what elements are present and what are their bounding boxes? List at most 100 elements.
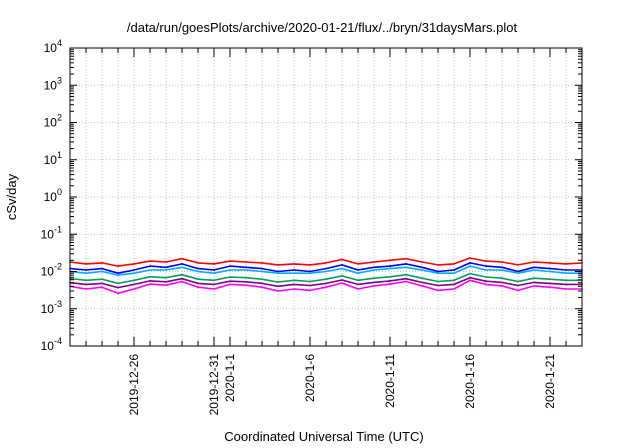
series-4-point xyxy=(549,278,551,281)
series-3-point xyxy=(197,270,199,273)
series-1-point xyxy=(245,261,247,263)
series-1-point xyxy=(405,257,407,260)
series-1-point xyxy=(117,265,119,267)
series-6-point xyxy=(469,279,471,282)
series-1-point xyxy=(533,261,535,263)
series-2-point xyxy=(293,269,295,271)
series-1-point xyxy=(357,263,359,265)
series-2-point xyxy=(149,265,151,267)
series-4-point xyxy=(277,281,279,283)
series-2-point xyxy=(325,267,327,270)
series-6-point xyxy=(213,288,215,290)
series-3-point xyxy=(421,269,423,271)
series-6-point xyxy=(437,289,439,292)
series-4-point xyxy=(197,278,199,281)
y-tick-base: 10 xyxy=(41,302,55,316)
series-5-point xyxy=(501,281,503,284)
series-5-point xyxy=(373,281,375,284)
y-tick-exponent: -2 xyxy=(54,262,62,272)
series-2-point xyxy=(469,262,471,264)
series-6-point xyxy=(261,286,263,289)
series-6-point xyxy=(453,288,455,290)
series-1-point xyxy=(453,263,455,265)
series-3-point xyxy=(101,270,103,273)
y-tick-base: 10 xyxy=(44,153,58,167)
series-5-point xyxy=(405,277,407,280)
series-1-point xyxy=(437,264,439,266)
series-4-point xyxy=(181,273,183,276)
series-1-point xyxy=(565,263,567,265)
series-4-point xyxy=(165,276,167,279)
series-6-point xyxy=(229,283,231,286)
series-3-point xyxy=(533,269,535,271)
y-tick-label: 10-1 xyxy=(41,224,62,241)
series-4-point xyxy=(341,275,343,277)
series-3-point xyxy=(389,267,391,270)
series-5-point xyxy=(197,282,199,285)
series-3-point xyxy=(85,272,87,275)
series-4-point xyxy=(437,280,439,283)
x-tick-label: 2020-1-16 xyxy=(463,354,477,409)
series-4-point xyxy=(213,279,215,282)
x-axis-label: Coordinated Universal Time (UTC) xyxy=(224,429,423,444)
series-5-point xyxy=(325,282,327,285)
series-4-point xyxy=(565,279,567,282)
series-6-point xyxy=(421,285,423,287)
series-1-point xyxy=(373,261,375,263)
series-5-point xyxy=(549,282,551,285)
series-2-point xyxy=(565,269,567,271)
series-4-point xyxy=(373,277,375,280)
y-tick-label: 101 xyxy=(44,150,62,167)
series-4-point xyxy=(357,279,359,282)
series-1-point xyxy=(181,257,183,260)
series-3-point xyxy=(309,272,311,275)
series-6-point xyxy=(165,284,167,287)
series-2-point xyxy=(101,267,103,270)
series-2-point xyxy=(165,266,167,269)
series-4-point xyxy=(517,280,519,283)
y-tick-exponent: 0 xyxy=(57,187,62,197)
series-2-point xyxy=(453,269,455,271)
series-1-point xyxy=(501,261,503,263)
series-5-point xyxy=(245,280,247,283)
series-5-point xyxy=(85,283,87,286)
series-2-point xyxy=(245,266,247,269)
y-tick-base: 10 xyxy=(41,227,55,241)
series-1-point xyxy=(133,263,135,265)
series-1-point xyxy=(101,262,103,264)
series-3-point xyxy=(501,269,503,271)
series-1-point xyxy=(341,258,343,261)
series-3-point xyxy=(277,272,279,275)
series-4-point xyxy=(501,277,503,280)
x-tick-label: 2020-1-6 xyxy=(303,354,317,402)
series-4-point xyxy=(533,277,535,280)
series-1-point xyxy=(549,262,551,264)
series-1-point xyxy=(85,263,87,265)
series-5-point xyxy=(341,279,343,281)
series-4-point xyxy=(469,272,471,275)
series-3-point xyxy=(469,265,471,267)
series-1-point xyxy=(213,263,215,265)
series-3-point xyxy=(213,272,215,275)
x-tick-label: 2019-12-26 xyxy=(127,354,141,416)
series-6-point xyxy=(373,285,375,287)
series-2-point xyxy=(117,272,119,275)
series-5-point xyxy=(117,286,119,289)
series-4-point xyxy=(325,278,327,281)
series-5-point xyxy=(181,277,183,280)
series-1-point xyxy=(277,264,279,266)
series-2-point xyxy=(197,267,199,270)
series-6-point xyxy=(293,288,295,290)
series-1-point xyxy=(165,261,167,263)
series-3-point xyxy=(133,272,135,275)
series-3-point xyxy=(565,272,567,275)
series-1-point xyxy=(485,260,487,262)
series-2-point xyxy=(85,269,87,271)
y-tick-exponent: 2 xyxy=(57,113,62,123)
series-2-point xyxy=(389,265,391,267)
series-5-point xyxy=(421,281,423,284)
series-6-point xyxy=(101,286,103,289)
series-1-point xyxy=(261,262,263,264)
